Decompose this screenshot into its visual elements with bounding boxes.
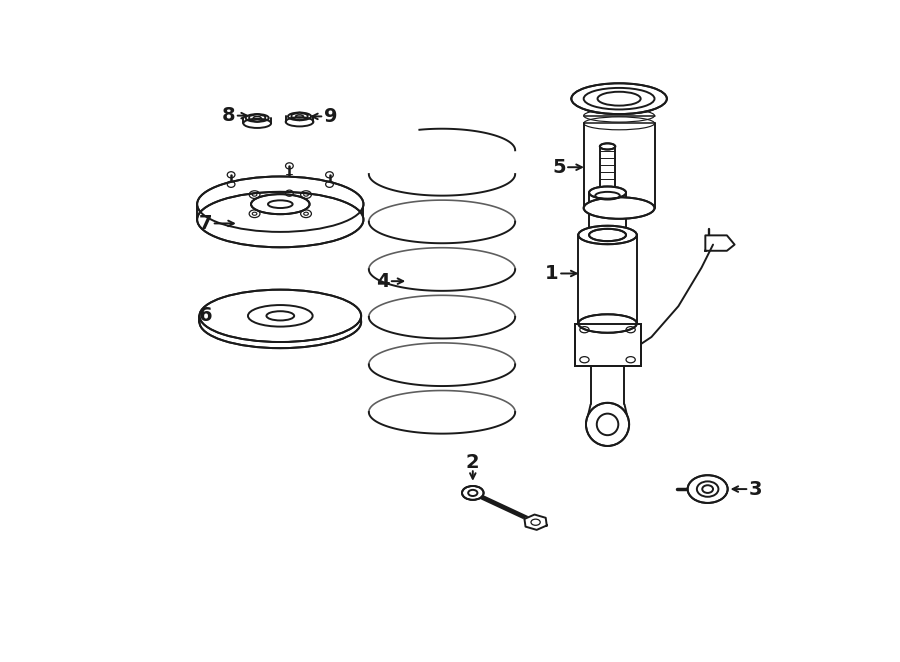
- Ellipse shape: [590, 187, 626, 199]
- Text: 5: 5: [553, 158, 566, 177]
- Ellipse shape: [584, 197, 654, 219]
- Ellipse shape: [599, 144, 616, 150]
- Text: 2: 2: [466, 453, 480, 471]
- Text: 7: 7: [199, 214, 212, 233]
- Ellipse shape: [586, 403, 629, 446]
- Text: 6: 6: [199, 307, 212, 325]
- Text: 8: 8: [222, 106, 236, 125]
- Ellipse shape: [200, 290, 361, 342]
- Ellipse shape: [579, 226, 637, 244]
- Ellipse shape: [197, 192, 364, 248]
- Bar: [575, 324, 641, 366]
- Ellipse shape: [462, 486, 483, 500]
- Text: 9: 9: [324, 107, 338, 126]
- Text: 4: 4: [376, 271, 390, 291]
- Ellipse shape: [200, 296, 361, 348]
- Bar: [575, 324, 641, 366]
- Ellipse shape: [251, 194, 310, 214]
- Ellipse shape: [572, 83, 667, 114]
- Text: 3: 3: [749, 479, 762, 498]
- Polygon shape: [525, 514, 547, 530]
- Ellipse shape: [579, 314, 637, 333]
- Ellipse shape: [688, 475, 728, 503]
- Ellipse shape: [197, 177, 364, 232]
- Ellipse shape: [590, 229, 626, 241]
- Text: 1: 1: [545, 264, 559, 283]
